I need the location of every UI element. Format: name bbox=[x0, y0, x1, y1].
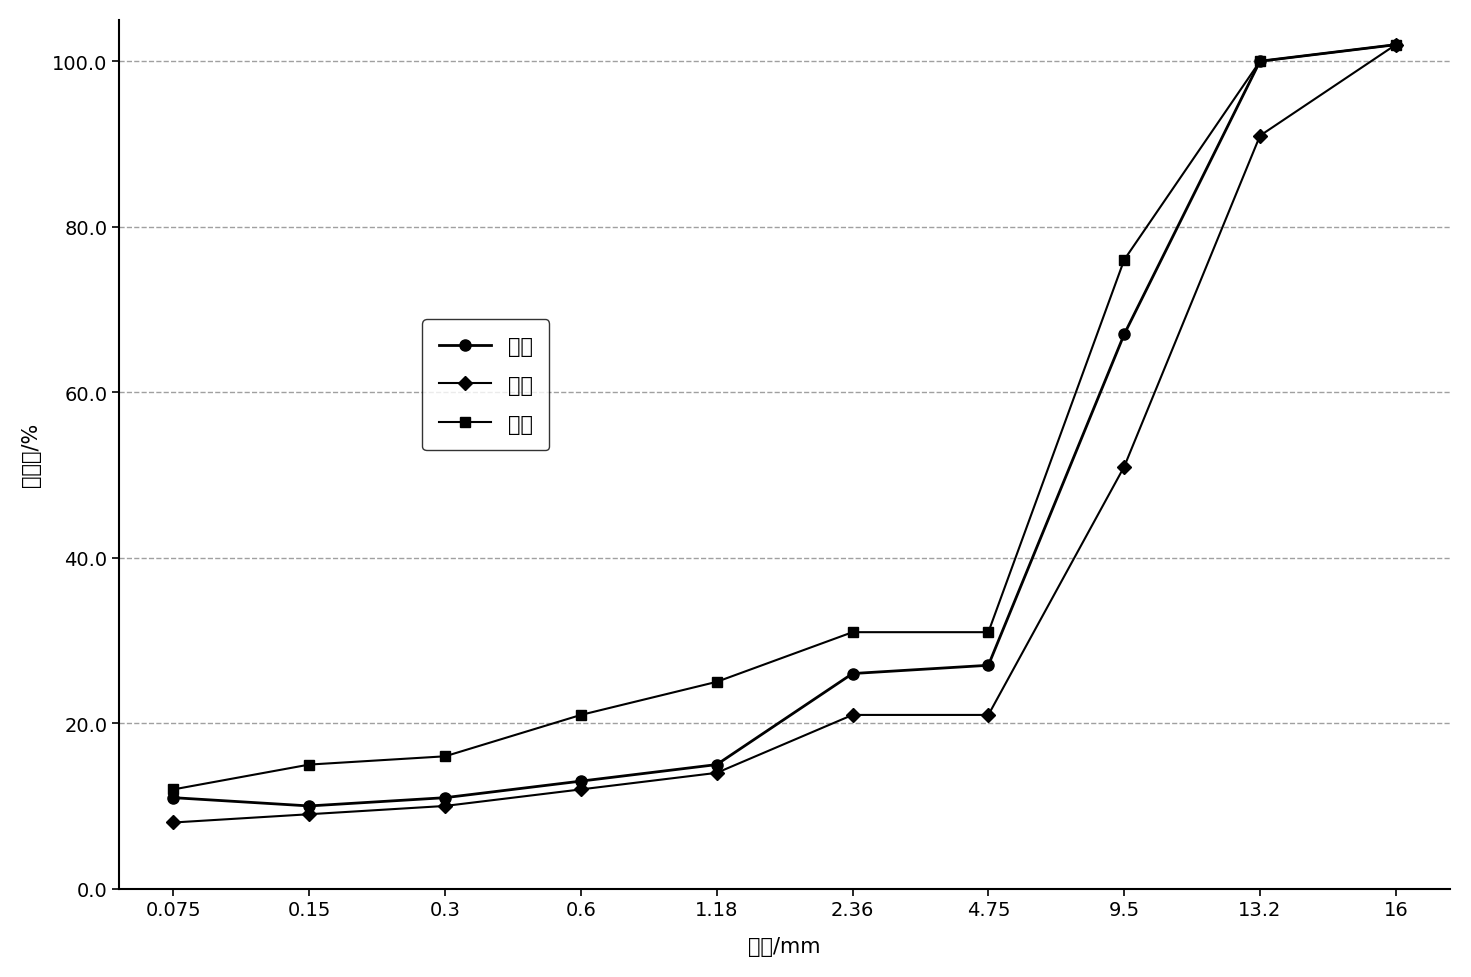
下限 bbox=[844, 709, 862, 721]
试验 bbox=[437, 792, 455, 804]
上限 bbox=[165, 784, 182, 795]
下限 bbox=[165, 817, 182, 828]
上限 bbox=[300, 759, 318, 771]
上限 bbox=[437, 750, 455, 762]
X-axis label: 筛孔/mm: 筛孔/mm bbox=[749, 936, 821, 956]
下限 bbox=[708, 767, 725, 779]
试验 bbox=[708, 759, 725, 771]
下限 bbox=[1387, 40, 1405, 52]
上限 bbox=[844, 626, 862, 638]
试验 bbox=[1252, 57, 1269, 68]
试验 bbox=[165, 792, 182, 804]
Line: 上限: 上限 bbox=[169, 41, 1400, 794]
上限 bbox=[980, 626, 997, 638]
上限 bbox=[1115, 255, 1133, 267]
下限 bbox=[1252, 131, 1269, 143]
上限 bbox=[1387, 40, 1405, 52]
试验 bbox=[300, 800, 318, 812]
试验 bbox=[844, 668, 862, 680]
上限 bbox=[1252, 57, 1269, 68]
上限 bbox=[708, 676, 725, 688]
试验 bbox=[1115, 329, 1133, 341]
下限 bbox=[300, 809, 318, 821]
Legend: 试验, 下限, 上限: 试验, 下限, 上限 bbox=[422, 320, 550, 450]
上限 bbox=[572, 709, 590, 721]
试验 bbox=[572, 776, 590, 787]
下限 bbox=[980, 709, 997, 721]
下限 bbox=[1115, 461, 1133, 473]
试验 bbox=[980, 659, 997, 671]
Line: 下限: 下限 bbox=[169, 41, 1400, 828]
下限 bbox=[437, 800, 455, 812]
Line: 试验: 试验 bbox=[168, 40, 1402, 812]
Y-axis label: 通过率/%: 通过率/% bbox=[21, 423, 41, 487]
试验 bbox=[1387, 40, 1405, 52]
下限 bbox=[572, 784, 590, 795]
